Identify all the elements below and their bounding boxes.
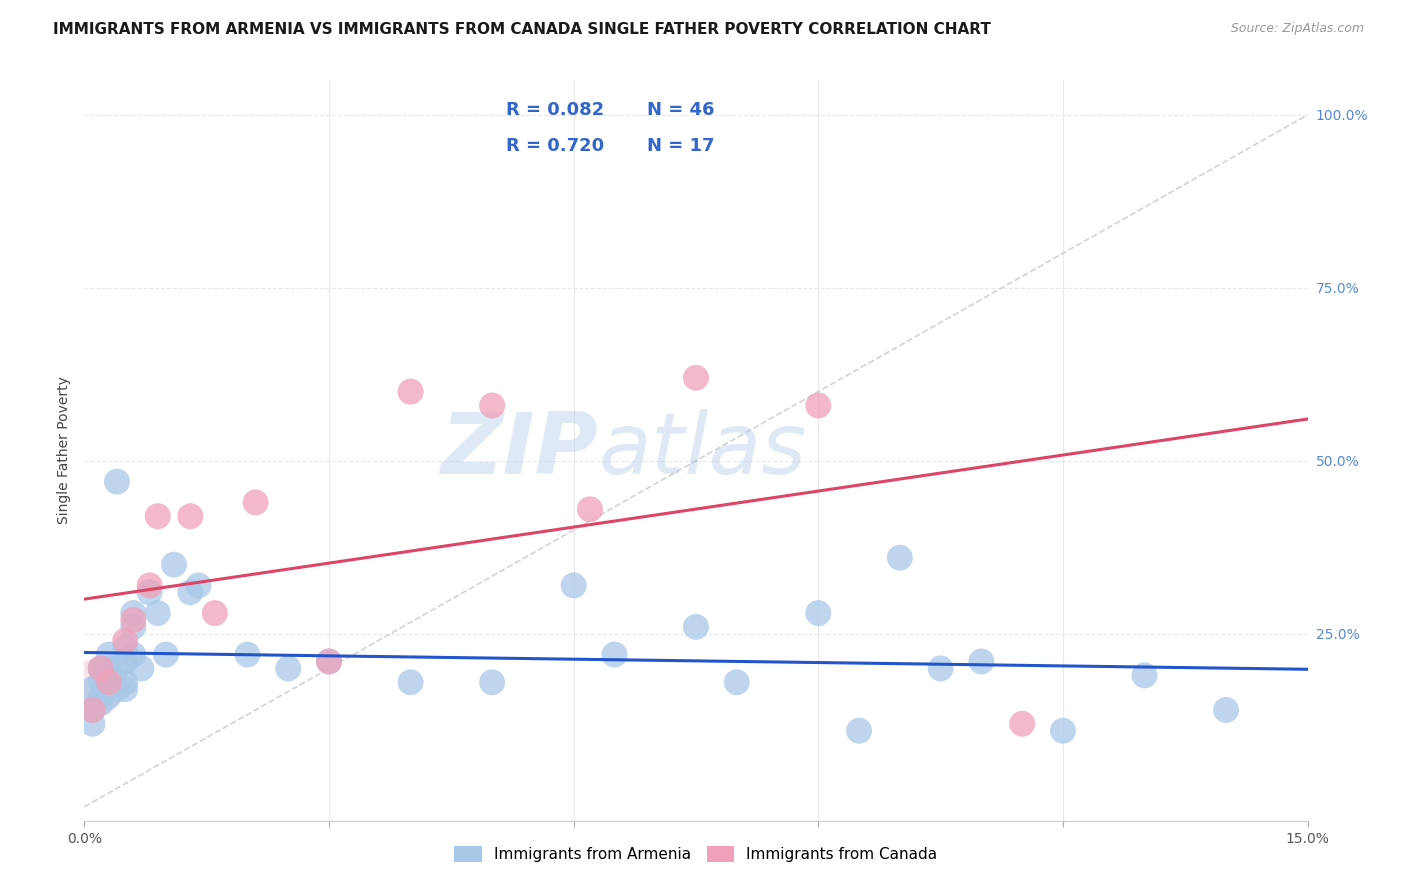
Point	[481, 675, 503, 690]
Text: N = 46: N = 46	[647, 101, 714, 119]
Point	[318, 655, 340, 669]
Point	[562, 578, 585, 592]
Point	[399, 675, 422, 690]
Point	[114, 675, 136, 690]
Text: R = 0.720: R = 0.720	[506, 136, 605, 154]
Point	[970, 655, 993, 669]
Point	[807, 606, 830, 620]
Point	[848, 723, 870, 738]
Point	[105, 682, 128, 697]
Point	[1133, 668, 1156, 682]
Point	[163, 558, 186, 572]
Point	[146, 606, 169, 620]
Point	[90, 661, 112, 675]
Point	[889, 550, 911, 565]
Text: atlas: atlas	[598, 409, 806, 492]
Point	[105, 661, 128, 675]
Point	[82, 703, 104, 717]
Point	[179, 585, 201, 599]
Point	[204, 606, 226, 620]
Point	[685, 620, 707, 634]
Point	[90, 675, 112, 690]
Text: Source: ZipAtlas.com: Source: ZipAtlas.com	[1230, 22, 1364, 36]
Point	[82, 682, 104, 697]
Point	[579, 502, 602, 516]
Point	[114, 640, 136, 655]
Point	[122, 606, 145, 620]
Point	[603, 648, 626, 662]
Point	[146, 509, 169, 524]
Point	[138, 585, 160, 599]
Point	[725, 675, 748, 690]
Point	[97, 689, 120, 703]
Point	[82, 716, 104, 731]
Point	[97, 675, 120, 690]
Point	[131, 661, 153, 675]
Point	[90, 689, 112, 703]
Point	[122, 648, 145, 662]
Point	[807, 399, 830, 413]
Point	[90, 696, 112, 710]
Point	[122, 613, 145, 627]
Point	[481, 399, 503, 413]
Point	[97, 648, 120, 662]
Point	[318, 655, 340, 669]
Point	[97, 675, 120, 690]
Point	[155, 648, 177, 662]
Point	[1215, 703, 1237, 717]
Point	[187, 578, 209, 592]
Point	[179, 509, 201, 524]
Point	[1011, 716, 1033, 731]
Text: ZIP: ZIP	[440, 409, 598, 492]
Point	[105, 475, 128, 489]
Point	[82, 703, 104, 717]
Text: N = 17: N = 17	[647, 136, 714, 154]
Point	[277, 661, 299, 675]
Text: IMMIGRANTS FROM ARMENIA VS IMMIGRANTS FROM CANADA SINGLE FATHER POVERTY CORRELAT: IMMIGRANTS FROM ARMENIA VS IMMIGRANTS FR…	[53, 22, 991, 37]
Text: R = 0.082: R = 0.082	[506, 101, 605, 119]
Point	[399, 384, 422, 399]
Y-axis label: Single Father Poverty: Single Father Poverty	[58, 376, 72, 524]
Point	[90, 661, 112, 675]
Legend: Immigrants from Armenia, Immigrants from Canada: Immigrants from Armenia, Immigrants from…	[449, 840, 943, 869]
Point	[97, 668, 120, 682]
Point	[82, 682, 104, 697]
Point	[114, 633, 136, 648]
Point	[138, 578, 160, 592]
Point	[122, 620, 145, 634]
Point	[245, 495, 267, 509]
Point	[97, 661, 120, 675]
Point	[114, 655, 136, 669]
Point	[1052, 723, 1074, 738]
Point	[114, 682, 136, 697]
Point	[236, 648, 259, 662]
Point	[685, 371, 707, 385]
Point	[929, 661, 952, 675]
